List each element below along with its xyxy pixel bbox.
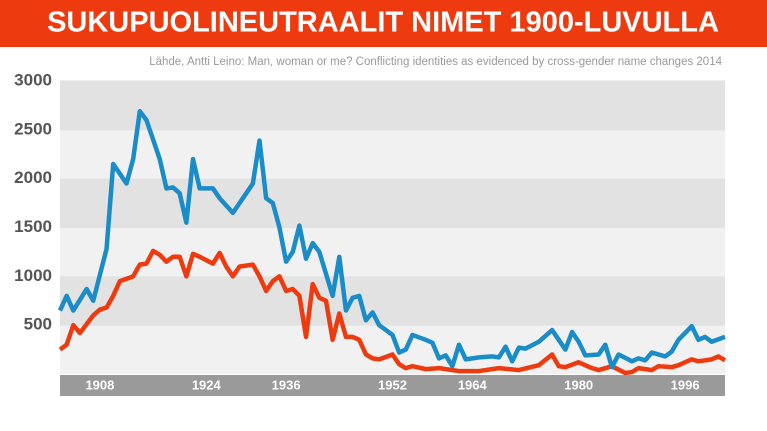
x-tick-label: 1908 (85, 377, 114, 392)
y-tick-label: 1000 (14, 266, 52, 285)
y-tick-label: 3000 (14, 70, 52, 89)
chart-subtitle: Lähde, Antti Leino: Man, woman or me? Co… (149, 56, 722, 68)
series-line (58, 248, 727, 376)
header-band (0, 0, 767, 47)
grid-band (60, 227, 725, 277)
grid-band (60, 81, 725, 130)
y-tick-label: 500 (24, 315, 52, 334)
series-line (57, 109, 726, 370)
grid-band (60, 178, 725, 228)
y-tick-label: 1500 (14, 217, 52, 236)
x-axis-band (60, 375, 725, 396)
x-tick-label: 1924 (192, 377, 222, 392)
y-tick-label: 2000 (14, 168, 52, 187)
x-tick-label: 1980 (564, 377, 593, 392)
x-tick-label: 1936 (272, 377, 301, 392)
y-tick-label: 2500 (14, 119, 52, 138)
grid-band (60, 276, 725, 326)
grid-band (60, 129, 725, 179)
chart-title: SUKUPUOLINEUTRAALIT NIMET 1900-LUVULLA (47, 7, 719, 39)
x-tick-label: 1952 (378, 377, 407, 392)
x-tick-label: 1964 (458, 377, 488, 392)
x-tick-label: 1996 (671, 377, 700, 392)
